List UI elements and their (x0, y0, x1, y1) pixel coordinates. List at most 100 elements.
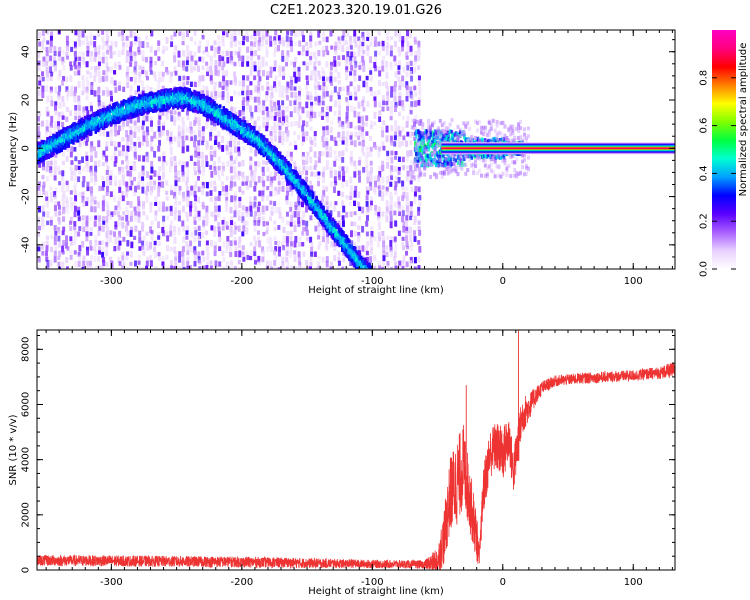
spectrogram-cell (178, 266, 182, 269)
spectrogram-cell (213, 150, 217, 158)
spectrogram-cell (290, 211, 294, 219)
spectrogram-cell (401, 156, 405, 163)
spectrogram-cell (125, 206, 129, 212)
spectrogram-cell (266, 140, 270, 145)
spectrogram-cell (393, 251, 397, 258)
spectrogram-cell (206, 66, 210, 72)
spectrogram-cell (382, 246, 386, 253)
spectrogram-cell (409, 106, 413, 113)
spectrogram-cell (229, 80, 233, 85)
spectrogram-cell (297, 256, 301, 263)
spectrogram-cell (313, 151, 317, 158)
spectrogram-cell (373, 91, 377, 98)
spectrogram-cell (58, 181, 62, 186)
spectrogram-cell (341, 136, 345, 143)
spectrogram-cell (49, 35, 53, 42)
spectrogram-cell (242, 225, 246, 232)
spectrogram-cell (270, 111, 274, 119)
spectrogram-cell (186, 80, 190, 85)
spectrogram-cell (329, 95, 333, 102)
spectrogram-cell (373, 96, 377, 101)
spectrogram-cell (345, 140, 349, 147)
spectrogram-cell (214, 260, 218, 267)
spectrogram-cell (49, 125, 53, 132)
spectrogram-cell (178, 75, 182, 82)
spectrogram-cell (353, 65, 357, 73)
spectrogram-cell (201, 65, 205, 71)
spectrogram-cell (281, 181, 285, 187)
spectrogram-cell (257, 216, 261, 223)
spectrogram-cell (61, 115, 65, 120)
spectrogram-cell (229, 160, 233, 168)
spectrogram-cell (133, 31, 137, 39)
spectrogram-cell (361, 206, 365, 214)
spectrogram-cell (213, 51, 217, 58)
spectrogram-cell (306, 110, 310, 118)
spectrogram-cell (361, 146, 365, 153)
spectrogram-cell (330, 135, 334, 141)
spectrogram-cell (61, 250, 65, 255)
spectrogram-cell (329, 201, 333, 208)
ridge-cell (182, 94, 186, 99)
spectrogram-cell (37, 66, 41, 72)
spectrogram-cell (93, 246, 97, 252)
spectrogram-cell (394, 220, 398, 227)
spectrogram-cell (173, 51, 177, 58)
spectrogram-cell (373, 236, 377, 241)
spectrogram-cell (98, 226, 102, 232)
spectrogram-cell (285, 86, 289, 94)
spectrogram-cell (281, 260, 285, 266)
spectrogram-cell (145, 241, 149, 246)
spectrogram-cell (186, 245, 190, 250)
spectrogram-cell (154, 76, 158, 82)
spectrogram-cell (94, 175, 98, 182)
spectrogram-cell (346, 106, 350, 112)
spectrogram-cell (309, 156, 313, 164)
spectrogram-cell (74, 260, 78, 268)
spectrogram-cell (74, 116, 78, 121)
spectrogram-cell (405, 55, 409, 60)
spectrogram-cell (390, 196, 394, 202)
spectrogram-cell (41, 120, 45, 127)
spectrogram-cell (65, 206, 69, 214)
spectrogram-cell (121, 265, 125, 269)
spectrogram-cell (293, 71, 297, 78)
spectrogram-cell (338, 40, 342, 45)
spectrogram-cell (222, 81, 226, 88)
spectrogram-cell (317, 95, 321, 103)
spectrogram-cell (273, 266, 277, 269)
spectrogram-cell (173, 31, 177, 37)
spectrogram-cell (358, 131, 362, 137)
spectrogram-cell (162, 221, 166, 228)
ridge-cell (46, 150, 49, 155)
spectrogram-cell (265, 95, 269, 102)
spectrogram-cell (233, 135, 237, 141)
spectrogram-cell (98, 105, 102, 111)
spectrogram-cell (50, 246, 54, 253)
spectrogram-cell (126, 266, 130, 269)
spectrogram-cell (249, 180, 253, 188)
spectrogram-cell (249, 165, 253, 171)
spectrogram-cell (181, 171, 185, 177)
spectrogram-cell (181, 246, 185, 252)
spectrogram-cell (265, 106, 269, 111)
spectrogram-cell (193, 261, 197, 267)
spectrogram-cell (281, 130, 285, 136)
spectrogram-cell (233, 200, 237, 207)
spectrogram-cell (150, 166, 154, 174)
spectrogram-cell (390, 125, 394, 132)
spectrogram-cell (133, 125, 137, 131)
spectrogram-cell (134, 225, 138, 232)
spectrogram-cell (45, 61, 49, 67)
spectrogram-cell (357, 36, 361, 41)
spectrogram-cell (141, 66, 145, 72)
spectrogram-cell (214, 91, 218, 99)
spectrogram-cell (101, 155, 105, 160)
spectrogram-cell (349, 56, 353, 62)
spectrogram-cell (165, 66, 169, 73)
spectrogram-cell (334, 66, 338, 73)
spectrogram-cell (329, 81, 333, 86)
spectrogram-cell (193, 66, 197, 71)
spectrogram-cell (133, 66, 137, 73)
